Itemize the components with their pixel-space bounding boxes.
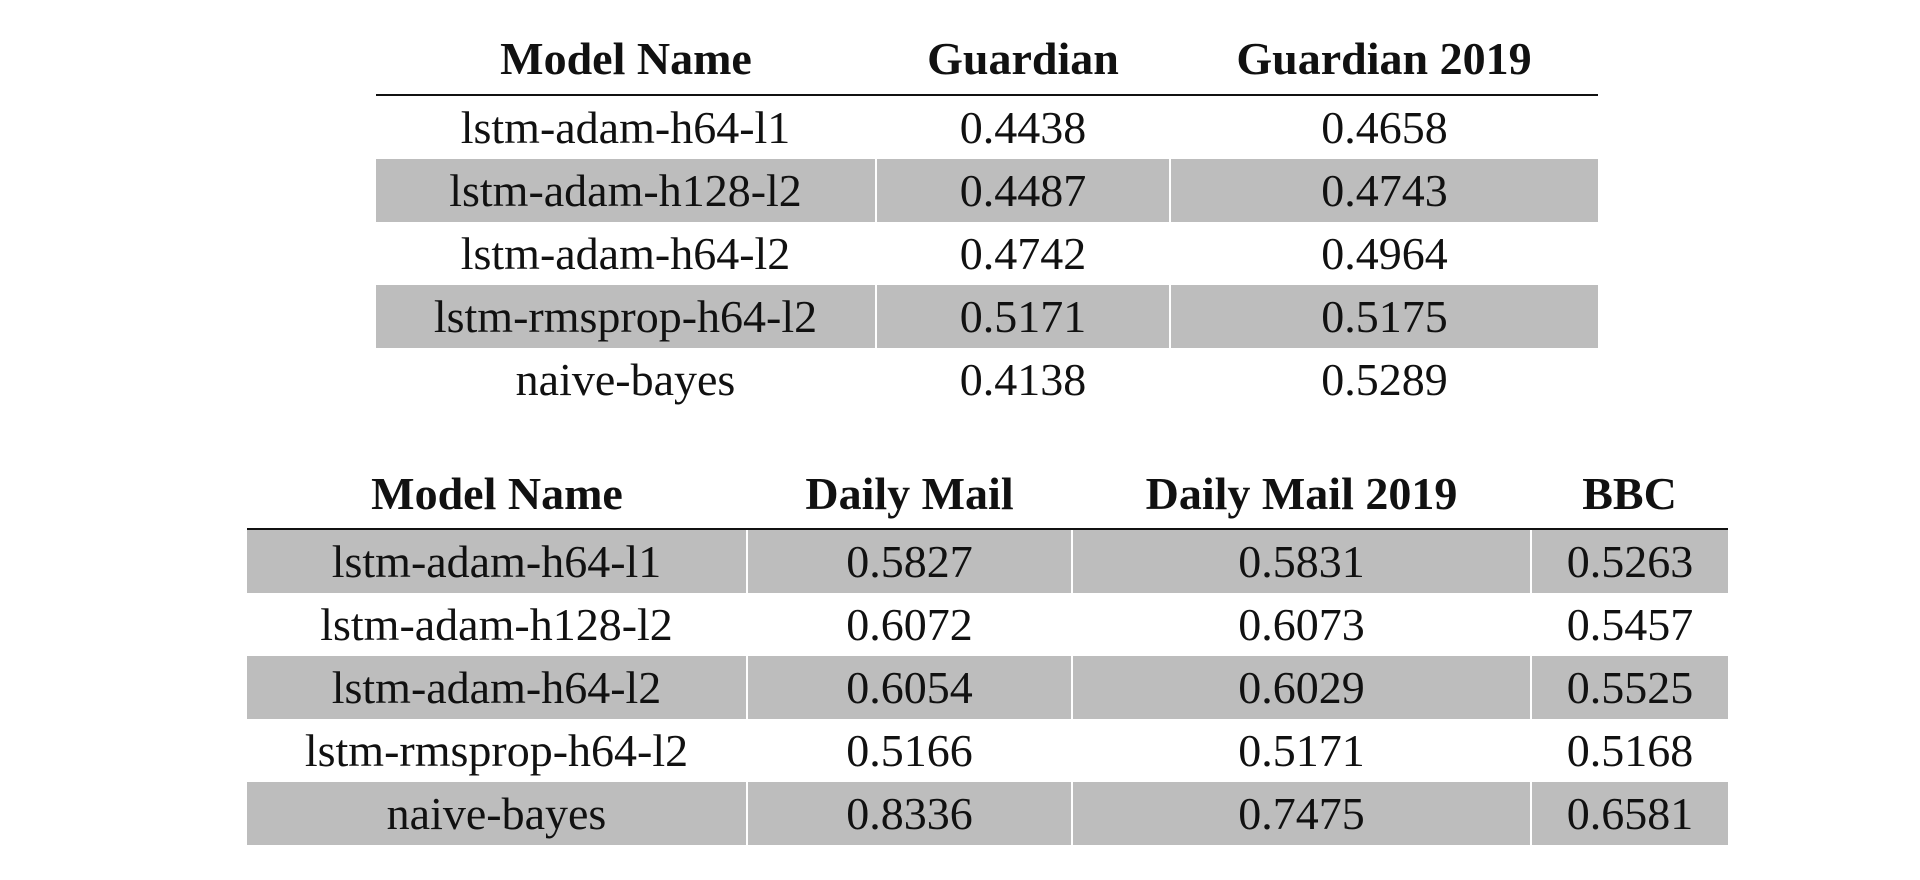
score-cell: 0.5171 <box>875 285 1170 348</box>
table: Model Name Daily Mail Daily Mail 2019 BBC l… <box>247 458 1728 845</box>
model-name-cell: naive-bayes <box>247 782 747 845</box>
table-row: lstm-adam-h64-l2 0.4742 0.4964 <box>376 222 1598 285</box>
score-cell: 0.5457 <box>1530 593 1728 656</box>
model-name-cell: lstm-rmsprop-h64-l2 <box>376 285 876 348</box>
score-cell: 0.7475 <box>1071 782 1531 845</box>
score-cell: 0.4964 <box>1169 222 1598 285</box>
score-cell: 0.8336 <box>746 782 1072 845</box>
column-header: Guardian <box>876 22 1170 96</box>
model-name-cell: lstm-adam-h64-l2 <box>460 228 791 279</box>
model-name-cell: lstm-rmsprop-h64-l2 <box>304 725 689 776</box>
score-cell: 0.6072 <box>746 593 1072 656</box>
score-cell: 0.5171 <box>1071 719 1531 782</box>
header-row: Model Name Daily Mail Daily Mail 2019 BBC <box>247 458 1728 530</box>
table-row: naive-bayes 0.8336 0.7475 0.6581 <box>247 782 1728 845</box>
score-cell: 0.5263 <box>1530 529 1728 593</box>
score-cell: 0.4658 <box>1169 95 1598 159</box>
table-row: lstm-adam-h64-l1 0.5827 0.5831 0.5263 <box>247 529 1728 593</box>
table-row: lstm-adam-h128-l2 0.4487 0.4743 <box>376 159 1598 222</box>
column-header: Daily Mail 2019 <box>1072 458 1531 530</box>
table-row: lstm-rmsprop-h64-l2 0.5171 0.5175 <box>376 285 1598 348</box>
score-cell: 0.4742 <box>875 222 1170 285</box>
score-cell: 0.5166 <box>746 719 1072 782</box>
column-header: BBC <box>1531 458 1728 530</box>
score-cell: 0.4138 <box>875 348 1170 411</box>
model-name-cell: lstm-adam-h128-l2 <box>376 159 876 222</box>
score-cell: 0.5175 <box>1169 285 1598 348</box>
table-row: lstm-adam-h64-l2 0.6054 0.6029 0.5525 <box>247 656 1728 719</box>
score-cell: 0.6029 <box>1071 656 1531 719</box>
table: Model Name Guardian Guardian 2019 lstm-ada… <box>376 22 1598 411</box>
column-header: Daily Mail <box>747 458 1072 530</box>
column-header: Model Name <box>247 458 747 530</box>
score-cell: 0.5827 <box>746 529 1072 593</box>
score-cell: 0.4438 <box>875 95 1170 159</box>
table-row: lstm-adam-h128-l2 0.6072 0.6073 0.5457 <box>247 593 1728 656</box>
model-name-cell: lstm-adam-h64-l1 <box>460 102 791 153</box>
model-name-cell: lstm-adam-h128-l2 <box>320 599 673 650</box>
column-header: Guardian 2019 <box>1170 22 1598 96</box>
score-cell: 0.4743 <box>1169 159 1598 222</box>
score-cell: 0.5168 <box>1530 719 1728 782</box>
score-cell: 0.6054 <box>746 656 1072 719</box>
table-row: lstm-adam-h64-l1 0.4438 0.4658 <box>376 95 1598 159</box>
column-header: Model Name <box>376 22 876 96</box>
score-cell: 0.6581 <box>1530 782 1728 845</box>
model-name-cell: naive-bayes <box>515 354 736 405</box>
score-cell: 0.5289 <box>1169 348 1598 411</box>
table-row: lstm-rmsprop-h64-l2 0.5166 0.5171 0.5168 <box>247 719 1728 782</box>
score-cell: 0.5831 <box>1071 529 1531 593</box>
table-row: naive-bayes 0.4138 0.5289 <box>376 348 1598 411</box>
score-cell: 0.4487 <box>875 159 1170 222</box>
header-row: Model Name Guardian Guardian 2019 <box>376 22 1598 96</box>
score-cell: 0.6073 <box>1071 593 1531 656</box>
model-name-cell: lstm-adam-h64-l2 <box>247 656 747 719</box>
model-name-cell: lstm-adam-h64-l1 <box>247 529 747 593</box>
score-cell: 0.5525 <box>1530 656 1728 719</box>
